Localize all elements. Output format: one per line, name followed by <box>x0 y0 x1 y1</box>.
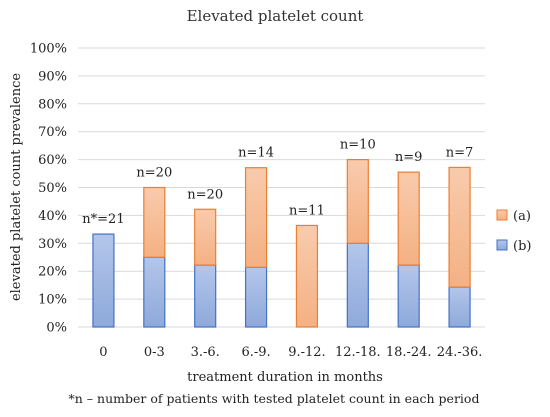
bar-a <box>397 171 420 266</box>
n-label: n*=21 <box>82 212 124 227</box>
bar-b <box>244 266 268 328</box>
bar-b <box>346 242 369 328</box>
x-axis-ticks: 0 0-3 3.-6. 6.-9. 9.-12. 12.-18. 18.-24. 24.-36… <box>99 345 482 360</box>
bar-a <box>295 224 319 328</box>
x-tick-label: 9.-12. <box>288 345 325 360</box>
x-tick-label: 6.-9. <box>241 345 270 360</box>
footnote: *n – number of patients with tested plat… <box>69 391 480 406</box>
y-tick-label: 40% <box>38 209 67 224</box>
y-axis-label: elevated platelet count prevalence <box>9 73 24 301</box>
x-axis-label: treatment duration in months <box>187 370 383 385</box>
bar-b <box>397 264 420 328</box>
y-tick-label: 0% <box>46 321 67 336</box>
x-tick-label: 12.-18. <box>335 345 381 360</box>
legend-label-a: (a) <box>513 209 531 224</box>
bars <box>92 159 471 328</box>
y-tick-label: 100% <box>30 42 67 57</box>
y-tick-label: 70% <box>38 125 67 140</box>
bar-b <box>143 256 166 328</box>
bar-a <box>448 166 471 288</box>
gridlines <box>78 47 485 328</box>
x-tick-label: 0-3 <box>144 345 165 360</box>
x-tick-label: 0 <box>99 345 107 360</box>
x-tick-label: 24.-36. <box>437 345 483 360</box>
y-tick-label: 20% <box>38 265 67 280</box>
bar-a <box>194 208 217 266</box>
bar-b <box>92 233 115 328</box>
legend-label-b: (b) <box>513 239 531 254</box>
legend: (a) (b) <box>496 209 531 254</box>
legend-swatch-b <box>496 239 508 251</box>
bar-a <box>244 167 268 268</box>
n-label: n=20 <box>187 187 223 202</box>
y-axis-ticks: 0% 10% 20% 30% 40% 50% 60% 70% 80% 90% 100% <box>30 42 67 336</box>
n-label: n=7 <box>446 145 474 160</box>
y-tick-label: 80% <box>38 97 67 112</box>
x-tick-label: 18.-24. <box>386 345 432 360</box>
y-tick-label: 10% <box>38 293 67 308</box>
bar-a <box>143 186 166 258</box>
n-label: n=10 <box>340 138 376 153</box>
bar-b <box>194 264 217 328</box>
y-tick-label: 60% <box>38 153 67 168</box>
n-label: n=9 <box>395 150 423 165</box>
n-label: n=14 <box>238 146 274 161</box>
n-label: n=11 <box>289 203 325 218</box>
y-tick-label: 50% <box>38 181 67 196</box>
bar-b <box>448 286 471 328</box>
legend-swatch-a <box>496 209 508 221</box>
chart-title: Elevated platelet count <box>187 7 364 25</box>
y-tick-label: 90% <box>38 69 67 84</box>
n-labels: n*=21 n=20 n=20 n=14 n=11 n=10 n=9 n=7 <box>82 138 473 227</box>
y-tick-label: 30% <box>38 237 67 252</box>
x-tick-label: 3.-6. <box>191 345 220 360</box>
bar-a <box>346 159 369 244</box>
n-label: n=20 <box>136 166 172 181</box>
